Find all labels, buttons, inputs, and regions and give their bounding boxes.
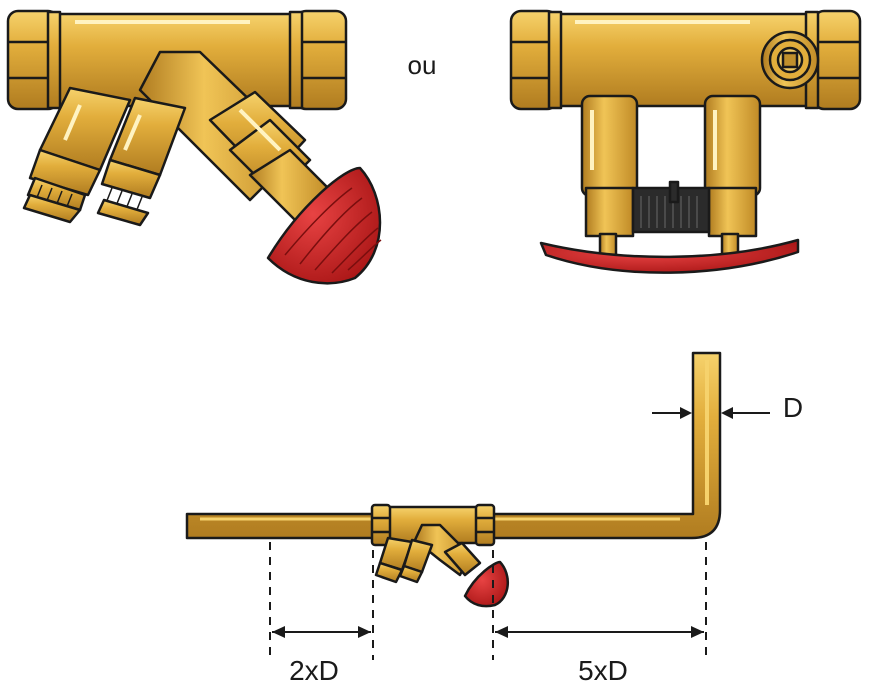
handwheel-icon — [266, 166, 382, 285]
balancing-valve-icon — [6, 9, 382, 285]
diameter-dimension — [652, 407, 770, 419]
or-label: ou — [408, 50, 437, 80]
upstream-dimension — [272, 626, 371, 638]
straight-valve-icon — [509, 9, 862, 274]
handle-icon — [539, 238, 800, 274]
downstream-dimension — [495, 626, 704, 638]
downstream-label: 5xD — [578, 655, 628, 686]
diameter-label: D — [783, 392, 803, 423]
extension-lines — [269, 542, 707, 660]
upstream-label: 2xD — [289, 655, 339, 686]
pipe-installation-icon — [185, 351, 722, 608]
